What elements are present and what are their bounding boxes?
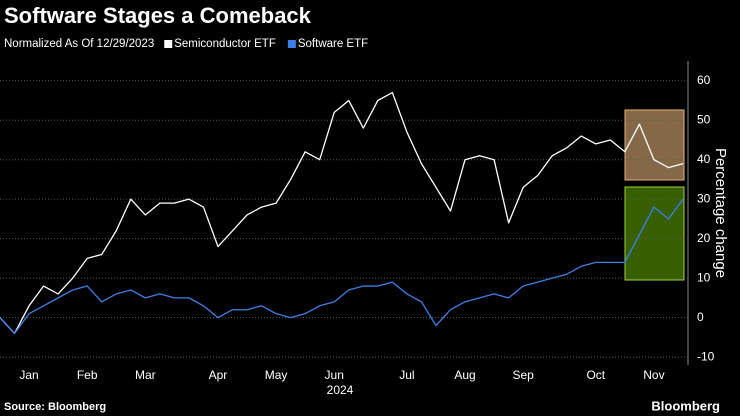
y-tick-label: 20 [697, 231, 711, 245]
legend-swatch [287, 40, 296, 48]
y-tick-label: -10 [697, 349, 715, 363]
series-line [0, 91, 684, 335]
x-tick-label: Nov [643, 368, 664, 382]
legend-swatch [164, 40, 173, 48]
x-tick-label: May [265, 368, 288, 382]
x-tick-label: Mar [135, 368, 156, 382]
x-tick-label: Jun [325, 368, 344, 382]
highlight-box [624, 186, 685, 281]
series-line [0, 198, 684, 335]
y-axis-label: Percentage change [712, 148, 729, 278]
x-sublabel: 2024 [327, 383, 354, 397]
x-tick-label: Sep [512, 368, 534, 382]
x-tick-label: Jan [19, 368, 38, 382]
chart-title: Software Stages a Comeback [4, 3, 312, 28]
x-tick-label: Feb [77, 368, 98, 382]
highlight-box [624, 109, 685, 181]
x-tick-label: Jul [399, 368, 414, 382]
x-tick-label: Apr [209, 368, 228, 382]
y-tick-label: 40 [697, 152, 711, 166]
y-tick-label: 50 [697, 112, 711, 126]
legend-label: Software ETF [298, 38, 368, 50]
brand: Bloomberg [651, 398, 720, 413]
x-tick-label: Aug [454, 368, 475, 382]
y-tick-label: 60 [697, 73, 711, 87]
subtitle: Normalized As Of 12/29/2023 [4, 38, 154, 50]
legend-label: Semiconductor ETF [174, 38, 276, 50]
source: Source: Bloomberg [4, 401, 106, 413]
y-tick-label: 0 [697, 310, 704, 324]
x-tick-label: Oct [586, 368, 605, 382]
y-tick-label: 30 [697, 191, 711, 205]
y-tick-label: 10 [697, 270, 711, 284]
